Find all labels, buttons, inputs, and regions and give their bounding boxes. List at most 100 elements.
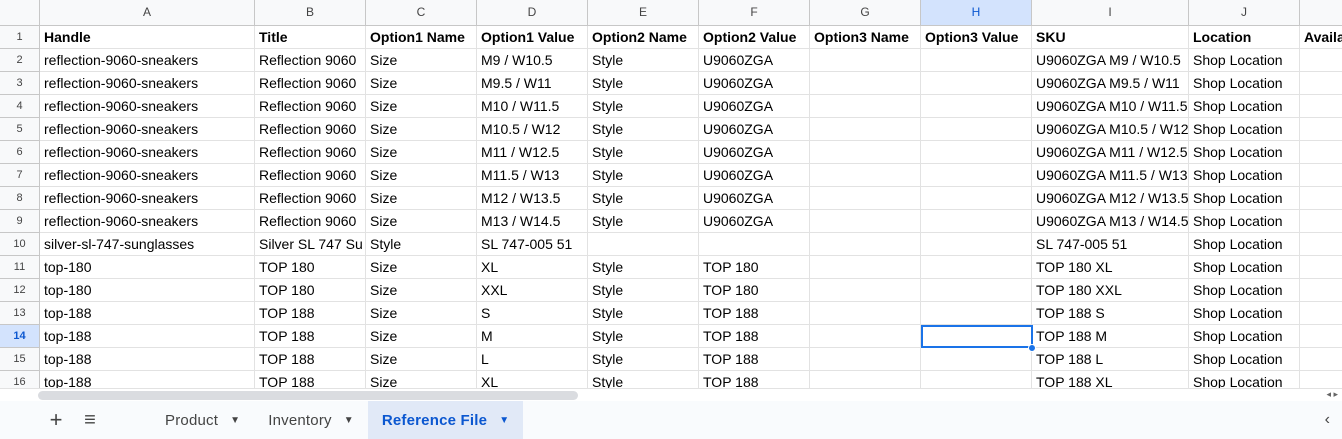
column-header[interactable]: D [477,0,588,26]
cell[interactable]: top-188 [40,348,255,371]
cell[interactable]: reflection-9060-sneakers [40,141,255,164]
column-header[interactable]: B [255,0,366,26]
cell[interactable]: Reflection 9060 [255,187,366,210]
cell[interactable]: TOP 188 [255,302,366,325]
cell[interactable]: Style [588,187,699,210]
cell[interactable]: top-188 [40,371,255,388]
cell[interactable]: Shop Location [1189,371,1300,388]
cell[interactable]: top-180 [40,256,255,279]
cell[interactable]: S [477,302,588,325]
row-header[interactable]: 16 [0,371,40,388]
cell[interactable] [810,72,921,95]
cell[interactable]: top-188 [40,325,255,348]
cell[interactable]: Size [366,325,477,348]
column-header[interactable] [1300,0,1342,26]
cell[interactable]: Size [366,371,477,388]
cell[interactable]: TOP 180 XXL [1032,279,1189,302]
cell[interactable] [921,118,1032,141]
cell[interactable]: U9060ZGA [699,72,810,95]
cell[interactable] [921,348,1032,371]
row-header[interactable]: 8 [0,187,40,210]
cell[interactable] [921,164,1032,187]
cell[interactable]: Shop Location [1189,49,1300,72]
column-header[interactable]: E [588,0,699,26]
cell[interactable]: M11.5 / W13 [477,164,588,187]
header-cell[interactable]: Option3 Name [810,26,921,49]
collapse-chevron-icon[interactable]: ‹ [1324,411,1330,428]
cell[interactable] [1300,302,1342,325]
cell[interactable]: XL [477,256,588,279]
column-header[interactable]: H [921,0,1032,26]
cell[interactable]: U9060ZGA [699,210,810,233]
cell[interactable]: Style [588,72,699,95]
cell[interactable]: XL [477,371,588,388]
cell[interactable]: TOP 180 XL [1032,256,1189,279]
cell[interactable]: XXL [477,279,588,302]
cell[interactable]: Size [366,95,477,118]
cell[interactable]: Style [588,279,699,302]
cell[interactable]: U9060ZGA M12 / W13.5 [1032,187,1189,210]
cell[interactable]: TOP 188 [699,302,810,325]
header-cell[interactable]: Title [255,26,366,49]
cell[interactable] [810,95,921,118]
cell[interactable]: SL 747-005 51 [1032,233,1189,256]
cell[interactable] [810,49,921,72]
cell[interactable]: U9060ZGA [699,49,810,72]
cell[interactable]: SL 747-005 51 [477,233,588,256]
cell[interactable]: M10 / W11.5 [477,95,588,118]
cell[interactable] [810,302,921,325]
row-header[interactable]: 15 [0,348,40,371]
cell[interactable]: Shop Location [1189,95,1300,118]
cell[interactable] [810,141,921,164]
cell[interactable]: reflection-9060-sneakers [40,187,255,210]
spreadsheet-grid[interactable]: A B C D E F G H I J 1 Handle Title Option1 Name Option… [0,0,1342,388]
cell[interactable] [810,118,921,141]
cell[interactable] [810,256,921,279]
cell[interactable]: Style [588,348,699,371]
cell[interactable] [1300,348,1342,371]
cell[interactable]: Reflection 9060 [255,95,366,118]
cell[interactable]: TOP 188 [255,348,366,371]
cell[interactable]: TOP 188 S [1032,302,1189,325]
cell[interactable]: Reflection 9060 [255,210,366,233]
cell[interactable]: Style [588,49,699,72]
cell[interactable] [1300,95,1342,118]
cell[interactable]: Style [588,95,699,118]
header-cell[interactable]: Option1 Name [366,26,477,49]
cell[interactable]: Shop Location [1189,118,1300,141]
header-cell[interactable]: Available [1300,26,1342,49]
cell[interactable] [1300,325,1342,348]
header-cell[interactable]: Option2 Value [699,26,810,49]
row-header[interactable]: 5 [0,118,40,141]
cell[interactable]: Style [588,141,699,164]
cell[interactable]: Shop Location [1189,141,1300,164]
fill-handle[interactable] [1028,344,1036,352]
cell[interactable] [1300,187,1342,210]
header-cell[interactable]: Option2 Name [588,26,699,49]
cell[interactable]: top-188 [40,302,255,325]
cell[interactable]: U9060ZGA M9.5 / W11 [1032,72,1189,95]
row-header[interactable]: 3 [0,72,40,95]
cell[interactable] [921,95,1032,118]
tab-reference-file[interactable]: Reference File ▼ [367,401,524,439]
caret-down-icon[interactable]: ▼ [499,414,510,426]
cell[interactable]: reflection-9060-sneakers [40,95,255,118]
cell[interactable]: U9060ZGA M11 / W12.5 [1032,141,1189,164]
cell[interactable]: M11 / W12.5 [477,141,588,164]
add-sheet-button[interactable]: + [49,407,63,432]
cell[interactable]: U9060ZGA M10 / W11.5 [1032,95,1189,118]
tab-product[interactable]: Product ▼ [151,401,254,439]
cell[interactable] [921,141,1032,164]
cell[interactable]: Style [588,325,699,348]
row-header[interactable]: 14 [0,325,40,348]
cell[interactable]: M10.5 / W12 [477,118,588,141]
cell[interactable]: Style [588,256,699,279]
header-cell[interactable]: Option3 Value [921,26,1032,49]
cell[interactable]: reflection-9060-sneakers [40,49,255,72]
row-header[interactable]: 4 [0,95,40,118]
cell[interactable]: TOP 188 M [1032,325,1189,348]
cell[interactable]: Reflection 9060 [255,49,366,72]
cell[interactable] [810,371,921,388]
cell[interactable]: Shop Location [1189,325,1300,348]
header-cell[interactable]: Handle [40,26,255,49]
